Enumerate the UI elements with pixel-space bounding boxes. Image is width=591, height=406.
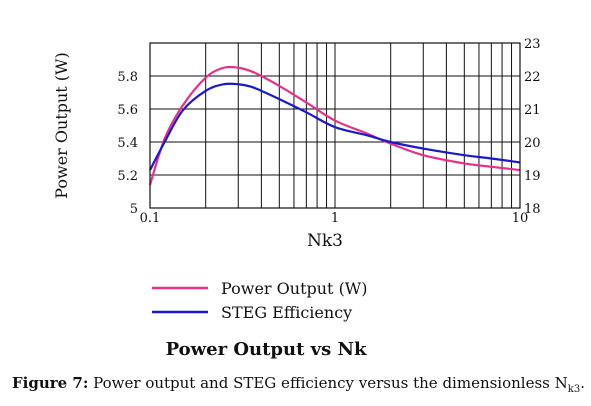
chart-title: Power Output vs Nk — [166, 339, 367, 360]
y-axis-label: Power Output (W) — [52, 52, 71, 199]
x-axis-label: Nk3 — [307, 231, 343, 251]
y-right-tick-label: 20 — [524, 136, 541, 151]
y-left-tick-label: 5.8 — [117, 70, 138, 85]
legend-label-steg-efficiency: STEG Efficiency — [221, 303, 352, 322]
x-tick-label: 0.1 — [140, 211, 161, 226]
y-left-tick-label: 5 — [130, 202, 138, 217]
y-right-tick-label: 21 — [524, 103, 541, 118]
y-left-tick-label: 5.4 — [117, 136, 138, 151]
x-tick-label: 1 — [331, 211, 339, 226]
steg-efficiency-line — [149, 82, 521, 171]
caption-text: Power output and STEG efficiency versus … — [88, 374, 568, 392]
y-right-tick-label: 18 — [524, 202, 541, 217]
figure-caption: Figure 7: Power output and STEG efficien… — [12, 374, 585, 395]
legend-label-power-output: Power Output (W) — [221, 279, 368, 298]
y-right-tick-label: 23 — [524, 37, 541, 52]
labels: 5 5.2 5.4 5.6 5.8 18 19 20 21 22 23 0.1 1 10 Power Out… — [52, 37, 541, 360]
x-tick-label: 10 — [512, 211, 529, 226]
y-left-tick-label: 5.6 — [117, 103, 138, 118]
legend: Power Output (W) STEG Efficiency — [152, 279, 368, 322]
caption-end: . — [580, 374, 585, 392]
caption-label: Figure 7: — [12, 374, 89, 392]
power-output-line — [148, 65, 521, 186]
plot-frame — [149, 42, 521, 209]
grid — [149, 42, 521, 209]
y-left-tick-label: 5.2 — [117, 169, 138, 184]
caption-subscript: k3 — [567, 384, 581, 395]
y-right-tick-label: 22 — [524, 70, 541, 85]
axes — [149, 42, 521, 209]
y-right-tick-label: 19 — [524, 169, 541, 184]
series-layer — [148, 65, 521, 186]
